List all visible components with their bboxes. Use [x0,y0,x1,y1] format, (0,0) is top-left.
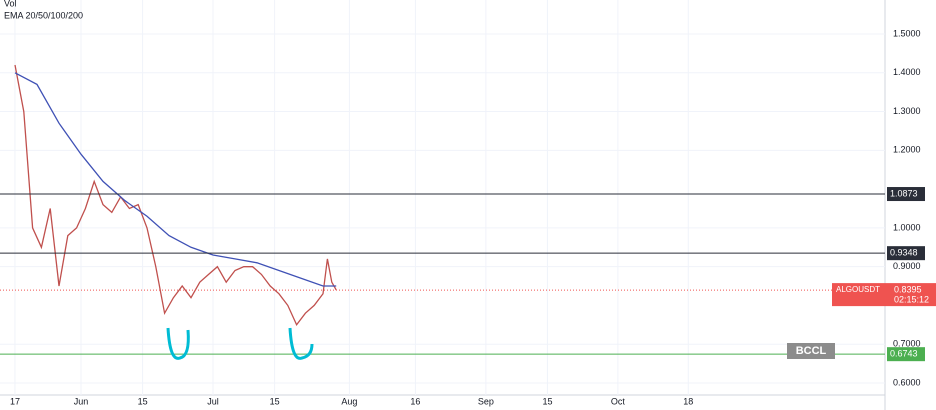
axis: 1.5000 1.4000 1.3000 1.2000 1.0000 0.9000 0.70… [10,28,936,406]
x-tick-label: 15 [270,396,280,406]
series-line [14,64,337,327]
level-tag-label: 0.6743 [890,349,918,359]
x-tick-label: Oct [611,396,626,406]
level-tag [887,246,925,261]
level-tag-label: 0.9348 [890,248,918,258]
annotation-drawing [288,327,314,360]
annotation-drawing [166,327,190,360]
annotation-label: BCCL [796,345,827,357]
last-price-value: 0.8395 [894,284,922,294]
x-tick-label: 15 [138,396,148,406]
x-tick-label: Sep [478,396,494,406]
legend-text: Vol [4,0,17,8]
x-tick-label: Jul [207,396,219,406]
y-tick-label: 0.9000 [893,261,921,271]
legend-text: EMA 20/50/100/200 [4,10,83,20]
last-price-countdown: 02:15:12 [894,294,929,304]
y-tick-label: 1.3000 [893,106,921,116]
y-tick-label: 1.5000 [893,28,921,38]
series-line [14,72,337,287]
level-tag [887,347,925,362]
y-tick-label: 1.2000 [893,145,921,155]
y-tick-label: 1.0000 [893,222,921,232]
x-tick-label: 16 [410,396,420,406]
last-price-symbol: ALGOUSDT [836,285,880,294]
annotation-box [787,343,835,359]
x-tick-label: Aug [341,396,357,406]
x-tick-label: 15 [542,396,552,406]
grid [0,0,885,395]
y-tick-label: 1.4000 [893,67,921,77]
y-tick-label: 0.6000 [893,377,921,387]
level-tag [887,187,925,202]
level-tag-label: 1.0873 [890,188,918,198]
y-tick-label: 0.7000 [893,339,921,349]
x-tick-label: 17 [10,396,20,406]
last-price-tag [832,283,936,307]
x-tick-label: 18 [683,396,693,406]
plot [0,64,885,355]
x-tick-label: Jun [74,396,89,406]
